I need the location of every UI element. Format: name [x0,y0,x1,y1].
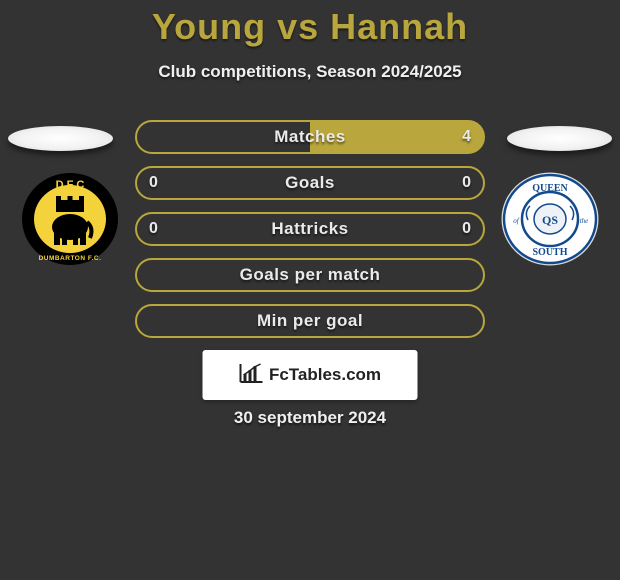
stat-left-value: 0 [149,174,158,192]
subtitle: Club competitions, Season 2024/2025 [0,62,620,82]
stat-rows: Matches 4 0 Goals 0 0 Hattricks 0 Goals … [135,120,485,350]
stat-right-value: 4 [462,128,471,146]
club-badge-right: QUEEN SOUTH of the QS [500,172,600,267]
branding-box[interactable]: FcTables.com [203,350,418,400]
date-line: 30 september 2024 [0,408,620,428]
svg-text:SOUTH: SOUTH [532,247,567,258]
svg-text:QUEEN: QUEEN [532,183,568,194]
stat-label: Goals per match [137,265,483,285]
player-left-marker [8,126,113,151]
branding-text: FcTables.com [269,365,381,385]
stat-label: Hattricks [137,219,483,239]
bar-chart-icon [239,362,265,389]
stat-left-value: 0 [149,220,158,238]
svg-text:DUMBARTON F.C.: DUMBARTON F.C. [39,255,102,262]
svg-text:D F C: D F C [56,179,85,191]
stat-label: Goals [137,173,483,193]
stat-row-min-per-goal: Min per goal [135,304,485,338]
stat-label: Min per goal [137,311,483,331]
stat-row-matches: Matches 4 [135,120,485,154]
page-title: Young vs Hannah [0,0,620,48]
svg-text:the: the [580,217,589,225]
stat-right-value: 0 [462,220,471,238]
stat-label: Matches [137,127,483,147]
svg-text:QS: QS [542,213,558,227]
stat-row-hattricks: 0 Hattricks 0 [135,212,485,246]
stat-row-goals: 0 Goals 0 [135,166,485,200]
player-right-marker [507,126,612,151]
club-badge-left: D F C DUMBARTON F.C. [20,172,120,267]
stat-right-value: 0 [462,174,471,192]
stat-row-goals-per-match: Goals per match [135,258,485,292]
